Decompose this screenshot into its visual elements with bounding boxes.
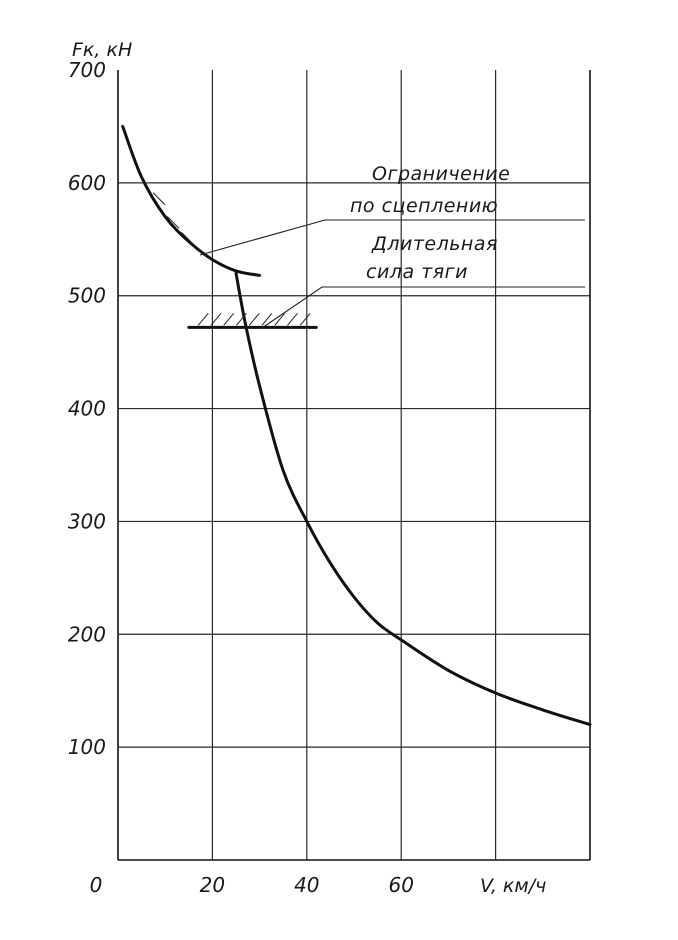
hatch-continuous-6 [275,313,285,325]
series-line-traction [236,273,590,724]
y-tick-label-600: 600 [68,171,106,195]
x-axis-label: V, км/ч [480,875,546,897]
y-tick-label-200: 200 [68,622,106,646]
hatch-continuous-2 [224,313,234,325]
x-tick-label-40: 40 [294,873,319,897]
y-tick-label-300: 300 [68,509,106,533]
hatch-continuous-7 [287,313,297,325]
y-tick-label-400: 400 [68,397,106,421]
y-tick-label-700: 700 [68,58,106,82]
hatch-adhesion-3 [196,246,208,258]
hatch-continuous-8 [300,313,310,325]
leader-continuous [262,287,585,328]
origin-label: 0 [90,873,103,897]
annotation-continuous-line2: сила тяги [366,261,468,283]
y-tick-label-100: 100 [68,735,106,759]
grid-layer [118,70,590,860]
hatch-continuous-5 [262,313,272,325]
x-tick-label-60: 60 [388,873,413,897]
series-line-adhesion [123,126,260,275]
annotation-continuous-line1: Длительная [371,233,498,255]
annotation-layer: Ограничение по сцеплению Длительная сила тя… [153,163,585,328]
hatch-continuous-0 [198,313,208,325]
x-tick-label-20: 20 [200,873,225,897]
y-tick-label-500: 500 [68,284,106,308]
annotation-adhesion-line1: Ограничение [372,163,510,185]
hatch-continuous-4 [249,313,259,325]
annotation-adhesion-line2: по сцеплению [350,195,498,217]
